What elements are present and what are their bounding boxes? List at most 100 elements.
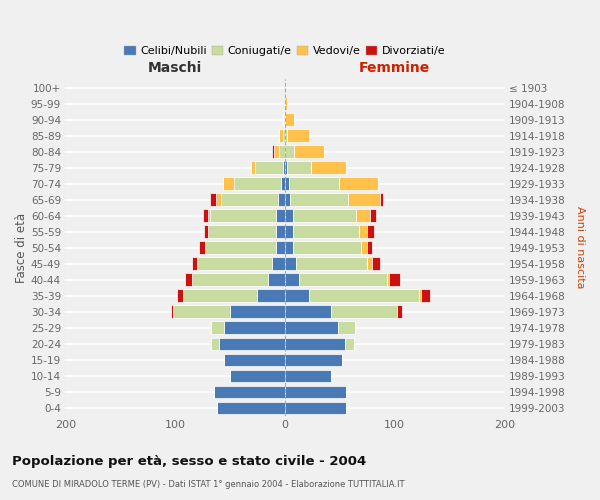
Bar [367,226,374,238]
Bar [309,290,419,302]
Bar [285,146,294,158]
Bar [361,242,367,254]
Bar [211,338,219,350]
Bar [255,162,283,174]
Bar [278,194,285,206]
Bar [173,306,230,318]
Bar [285,130,287,142]
Text: Popolazione per età, sesso e stato civile - 2004: Popolazione per età, sesso e stato civil… [12,455,366,468]
Bar [199,242,205,254]
Bar [296,258,367,270]
Bar [230,306,285,318]
Bar [289,178,339,190]
Bar [221,194,278,206]
Bar [283,162,285,174]
Bar [285,290,309,302]
Bar [205,242,276,254]
Bar [287,130,309,142]
Bar [284,114,285,126]
Bar [280,130,283,142]
Bar [367,258,372,270]
Bar [276,210,285,222]
Bar [397,306,403,318]
Y-axis label: Fasce di età: Fasce di età [15,212,28,282]
Bar [216,194,221,206]
Bar [210,194,216,206]
Bar [367,242,372,254]
Bar [285,226,293,238]
Bar [285,338,346,350]
Bar [347,194,380,206]
Bar [191,274,268,286]
Bar [293,226,359,238]
Bar [177,290,183,302]
Text: Femmine: Femmine [359,60,430,74]
Bar [285,114,294,126]
Bar [285,194,290,206]
Bar [268,274,285,286]
Bar [272,258,285,270]
Bar [338,322,355,334]
Bar [285,242,293,254]
Bar [331,306,397,318]
Bar [230,370,285,382]
Bar [290,194,347,206]
Bar [285,162,287,174]
Bar [380,194,383,206]
Bar [183,290,257,302]
Bar [208,226,276,238]
Bar [224,322,285,334]
Bar [419,290,421,302]
Bar [224,354,285,366]
Bar [281,178,285,190]
Bar [276,226,285,238]
Bar [299,274,387,286]
Bar [280,146,285,158]
Text: COMUNE DI MIRADOLO TERME (PV) - Dati ISTAT 1° gennaio 2004 - Elaborazione TUTTIT: COMUNE DI MIRADOLO TERME (PV) - Dati IST… [12,480,404,489]
Bar [235,178,281,190]
Bar [210,210,276,222]
Bar [285,98,287,110]
Bar [283,130,285,142]
Bar [285,354,342,366]
Bar [372,258,380,270]
Bar [285,258,296,270]
Bar [214,386,285,398]
Text: Maschi: Maschi [148,60,202,74]
Bar [370,210,376,222]
Bar [203,210,208,222]
Y-axis label: Anni di nascita: Anni di nascita [575,206,585,289]
Bar [197,258,272,270]
Bar [274,146,280,158]
Bar [211,322,224,334]
Bar [285,178,289,190]
Bar [356,210,370,222]
Bar [285,274,299,286]
Bar [285,322,338,334]
Bar [285,210,293,222]
Bar [257,290,285,302]
Bar [285,306,331,318]
Bar [421,290,430,302]
Bar [285,370,331,382]
Bar [285,402,346,414]
Bar [294,146,325,158]
Bar [346,338,354,350]
Bar [387,274,389,286]
Bar [389,274,400,286]
Bar [219,338,285,350]
Bar [185,274,191,286]
Bar [191,258,197,270]
Bar [293,210,356,222]
Bar [276,242,285,254]
Bar [359,226,367,238]
Bar [339,178,378,190]
Bar [203,226,208,238]
Bar [287,162,311,174]
Bar [170,306,173,318]
Bar [285,386,346,398]
Bar [293,242,361,254]
Bar [251,162,255,174]
Bar [272,146,274,158]
Bar [208,210,210,222]
